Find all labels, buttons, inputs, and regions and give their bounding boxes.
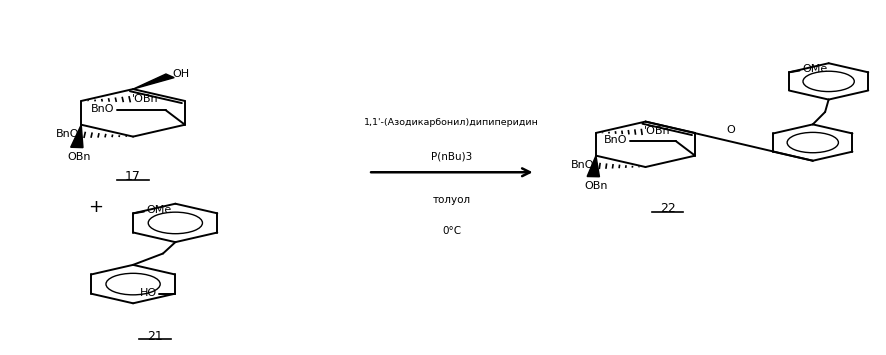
Text: HO: HO — [139, 288, 157, 298]
Text: BnO: BnO — [603, 135, 627, 145]
Text: BnO': BnO' — [571, 160, 597, 170]
Text: BnO: BnO — [91, 104, 114, 114]
Text: OBn: OBn — [584, 181, 608, 191]
Text: 1,1'-(Азодикарбонил)дипиперидин: 1,1'-(Азодикарбонил)дипиперидин — [364, 118, 540, 127]
Text: OBn: OBn — [67, 152, 91, 162]
Text: 22: 22 — [660, 202, 675, 215]
Text: 17: 17 — [125, 170, 141, 183]
Polygon shape — [587, 155, 600, 177]
Text: O: O — [727, 125, 735, 135]
Text: 21: 21 — [147, 329, 163, 343]
Text: OH: OH — [173, 69, 190, 79]
Text: толуол: толуол — [432, 195, 470, 205]
Text: BnO': BnO' — [56, 129, 82, 139]
Text: OMe: OMe — [146, 205, 172, 215]
Text: 'OBn: 'OBn — [132, 93, 159, 104]
Text: 0°C: 0°C — [442, 226, 462, 236]
Text: 'OBn: 'OBn — [644, 126, 671, 136]
Polygon shape — [71, 125, 83, 148]
Text: OMe: OMe — [802, 64, 828, 74]
Polygon shape — [133, 74, 175, 89]
Text: P(nBu)3: P(nBu)3 — [431, 152, 472, 162]
Text: +: + — [88, 198, 103, 216]
